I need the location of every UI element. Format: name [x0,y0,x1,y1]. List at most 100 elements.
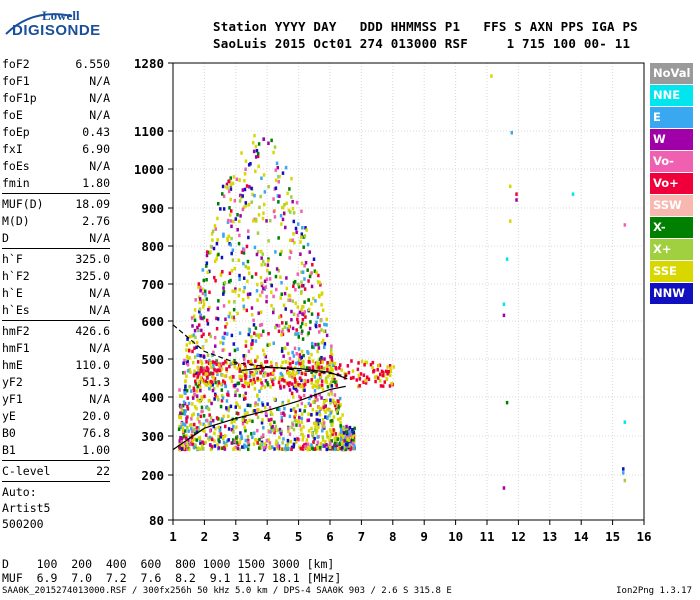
echo-point [234,393,237,398]
echo-point [331,379,335,383]
echo-point [244,396,247,401]
echo-point [339,438,343,442]
echo-point [311,407,315,412]
echo-point [272,428,275,433]
header-values: SaoLuis 2015 Oct01 274 013000 RSF 1 715 … [213,36,631,51]
echo-point [348,425,352,430]
echo-point [223,381,227,385]
echo-point [232,430,235,434]
echo-point [212,376,215,380]
echo-point [256,376,260,381]
echo-point [209,421,212,426]
echo-point [335,383,338,388]
echo-point [213,439,216,443]
echo-point [242,416,245,420]
echo-point [288,187,291,191]
echo-point [282,447,286,451]
param-label: hmF2 [2,324,30,338]
echo-point [303,409,306,413]
echo-point [228,311,232,316]
echo-point [260,256,263,260]
echo-point [205,253,209,258]
echo-point [319,283,322,287]
echo-point [216,395,219,399]
echo-point [235,425,238,429]
echo-point [200,379,204,383]
echo-point [270,303,273,308]
echo-point [254,272,258,276]
echo-point [255,365,258,369]
echo-point [203,394,206,399]
echo-point [371,360,375,365]
echo-point [273,215,277,219]
echo-point [214,279,217,283]
echo-point [221,379,225,383]
echo-point [260,322,264,327]
echo-point [247,332,251,337]
echo-point [253,380,256,384]
echo-point [192,373,196,378]
echo-point [209,447,213,452]
echo-point [305,366,309,370]
echo-point [180,421,184,426]
echo-point [216,397,220,402]
echo-point [202,414,206,418]
echo-point [322,366,326,371]
echo-point [386,365,389,369]
echo-point [505,400,509,405]
echo-point [317,378,320,382]
echo-point [320,355,323,360]
echo-point [241,445,244,449]
y-tick-label: 1000 [134,162,164,177]
echo-point [193,369,196,373]
echo-point [254,438,257,442]
echo-point [286,191,289,196]
echo-point [239,214,242,218]
echo-point [253,331,256,336]
echo-point [344,373,347,377]
echo-point [334,432,338,436]
echo-point [291,238,294,243]
echo-point [271,424,274,429]
echo-point [300,329,304,333]
echo-point [222,286,225,290]
echo-point [206,406,210,411]
echo-point [227,414,230,419]
echo-point [190,389,193,393]
echo-point [260,401,264,405]
echo-point [213,344,217,348]
echo-point [238,367,241,371]
echo-point [272,307,275,312]
echo-point [338,363,342,367]
echo-point [240,434,243,438]
y-tick-label: 700 [141,277,164,292]
echo-point [202,278,206,283]
echo-point [226,390,230,394]
echo-point [287,383,291,388]
param-value: 1.80 [82,176,110,190]
echo-point [261,383,264,387]
echo-point [308,396,311,401]
echo-point [623,223,627,227]
echo-point [328,441,332,445]
echo-point [314,447,317,451]
x-tick-label: 4 [263,529,271,544]
echo-point [292,407,295,412]
echo-point [193,437,197,442]
echo-point [314,324,318,329]
echo-point [324,439,327,444]
echo-point [280,333,283,337]
echo-point [294,410,297,414]
param-row: foF1p N/A [2,90,110,107]
echo-point [185,447,188,452]
echo-point [209,334,212,339]
echo-point [377,363,380,368]
param-value: 6.90 [82,142,110,156]
echo-point [350,439,354,443]
echo-point [202,332,205,337]
echo-point [280,292,284,296]
echo-point [219,340,222,345]
echo-point [302,353,305,358]
echo-point [182,434,186,439]
echo-point [302,359,305,364]
